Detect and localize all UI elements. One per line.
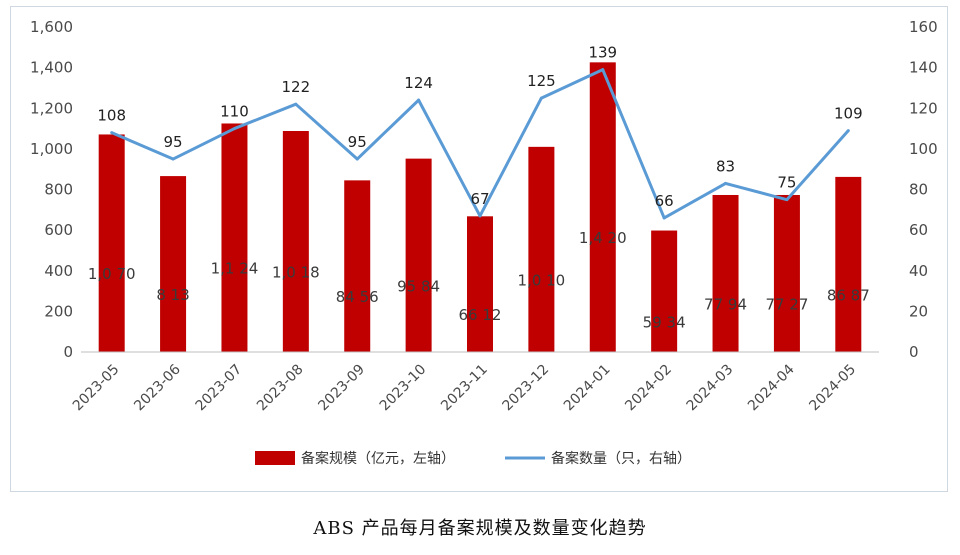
- x-tick-label: 2024-02: [622, 362, 675, 415]
- line-point: [846, 129, 850, 133]
- line-value-label: 125: [527, 72, 556, 90]
- x-tick-label: 2023-11: [438, 362, 491, 415]
- line-point: [785, 198, 789, 202]
- legend-bar-swatch: [255, 451, 295, 465]
- left-tick-label: 1,600: [30, 18, 73, 36]
- left-tick-label: 0: [63, 343, 73, 361]
- line-value-label: 124: [404, 74, 433, 92]
- line-point: [355, 157, 359, 161]
- bar-series: [98, 62, 862, 352]
- x-axis: 2023-05 2023-06 2023-07 2023-08 2023-09 2023-…: [70, 351, 879, 415]
- line-point: [417, 98, 421, 102]
- bar: [712, 194, 739, 352]
- bar: [651, 230, 678, 352]
- bar-value-label: 77 94: [704, 295, 747, 313]
- left-axis: 0 200 400 600 800 1,000 1,200 1,400 1,600: [30, 18, 73, 361]
- left-tick-label: 1,400: [30, 59, 73, 77]
- legend-line-label: 备案数量（只，右轴）: [551, 450, 691, 467]
- x-tick-label: 2023-10: [377, 362, 430, 415]
- right-tick-label: 0: [909, 343, 919, 361]
- x-tick-label: 2023-08: [254, 362, 307, 415]
- line-value-label: 66: [655, 192, 674, 210]
- line-point: [232, 127, 236, 131]
- left-tick-label: 800: [44, 181, 73, 199]
- bar: [589, 62, 616, 352]
- combo-chart: 0 200 400 600 800 1,000 1,200 1,400 1,600 0 20 40 6…: [30, 18, 938, 467]
- line-value-label: 108: [97, 107, 126, 125]
- bar-value-label: 1,0 10: [518, 271, 566, 289]
- bar-value-label: 1,1 24: [211, 260, 259, 278]
- left-tick-label: 200: [44, 302, 73, 320]
- left-tick-label: 1,000: [30, 140, 73, 158]
- line-value-label: 75: [777, 174, 796, 192]
- right-tick-label: 20: [909, 302, 928, 320]
- left-tick-label: 400: [44, 262, 73, 280]
- right-tick-label: 160: [909, 18, 938, 36]
- bar-value-label: 1,0 70: [88, 265, 136, 283]
- line-value-label: 110: [220, 103, 249, 121]
- x-tick-label: 2024-04: [745, 361, 798, 414]
- line-value-label: 109: [834, 105, 863, 123]
- line-point: [539, 96, 543, 100]
- line-point: [662, 216, 666, 220]
- bar: [344, 180, 371, 352]
- bar-value-label: 66 12: [459, 306, 502, 324]
- bar-value-label: 84 56: [336, 288, 379, 306]
- bar: [773, 194, 800, 352]
- bar: [221, 123, 248, 352]
- right-tick-label: 80: [909, 181, 928, 199]
- legend: 备案规模（亿元，左轴） 备案数量（只，右轴）: [255, 450, 691, 467]
- right-axis: 0 20 40 60 80 100 120 140 160: [909, 18, 938, 361]
- right-tick-label: 120: [909, 99, 938, 117]
- line-point: [601, 68, 605, 72]
- line-point: [478, 214, 482, 218]
- line-value-label: 122: [282, 78, 311, 96]
- bar: [405, 158, 432, 352]
- bar-value-label: 1,4 20: [579, 229, 627, 247]
- right-tick-label: 60: [909, 221, 928, 239]
- bar-value-labels: 1,0 70 8 13 1,1 24 1,0 18 84 56 95 84 66 12 1,0…: [88, 229, 870, 331]
- x-tick-label: 2024-01: [561, 362, 614, 415]
- line-point: [294, 102, 298, 106]
- x-tick-label: 2024-03: [684, 362, 737, 415]
- x-tick-label: 2023-09: [315, 362, 368, 415]
- x-tick-label: 2023-07: [193, 362, 246, 415]
- x-tick-label: 2023-05: [70, 362, 123, 415]
- bar-value-label: 1,0 18: [272, 264, 320, 282]
- bar: [98, 134, 125, 352]
- line-value-label: 67: [470, 190, 489, 208]
- line-point: [724, 181, 728, 185]
- bar: [282, 131, 309, 352]
- line-value-label: 139: [588, 44, 617, 62]
- line-value-label: 95: [164, 133, 183, 151]
- right-tick-label: 100: [909, 140, 938, 158]
- line-point: [110, 131, 114, 135]
- x-tick-label: 2024-05: [806, 362, 859, 415]
- bar-value-label: 95 84: [397, 277, 440, 295]
- bar: [835, 176, 862, 352]
- legend-bar-label: 备案规模（亿元，左轴）: [301, 450, 455, 467]
- bar-value-label: 8 13: [156, 286, 189, 304]
- bar: [528, 146, 555, 352]
- bar: [467, 216, 493, 352]
- chart-caption: ABS 产品每月备案规模及数量变化趋势: [313, 518, 647, 539]
- bar-value-label: 59 34: [643, 313, 686, 331]
- x-tick-label: 2023-12: [500, 362, 553, 415]
- bar-value-label: 77 27: [765, 295, 808, 313]
- right-tick-label: 40: [909, 262, 928, 280]
- left-tick-label: 600: [44, 221, 73, 239]
- left-tick-label: 1,200: [30, 99, 73, 117]
- right-tick-label: 140: [909, 59, 938, 77]
- line-value-label: 83: [716, 157, 735, 175]
- line-series: 108 95 110 122 95 124 67 125 139 66 83 75 109: [97, 44, 863, 220]
- x-tick-label: 2023-06: [131, 361, 184, 414]
- bar: [160, 176, 187, 352]
- line-point: [171, 157, 175, 161]
- chart-frame: 0 200 400 600 800 1,000 1,200 1,400 1,600 0 20 40 6…: [10, 6, 948, 492]
- bar-value-label: 86 87: [827, 286, 870, 304]
- line-value-label: 95: [348, 133, 367, 151]
